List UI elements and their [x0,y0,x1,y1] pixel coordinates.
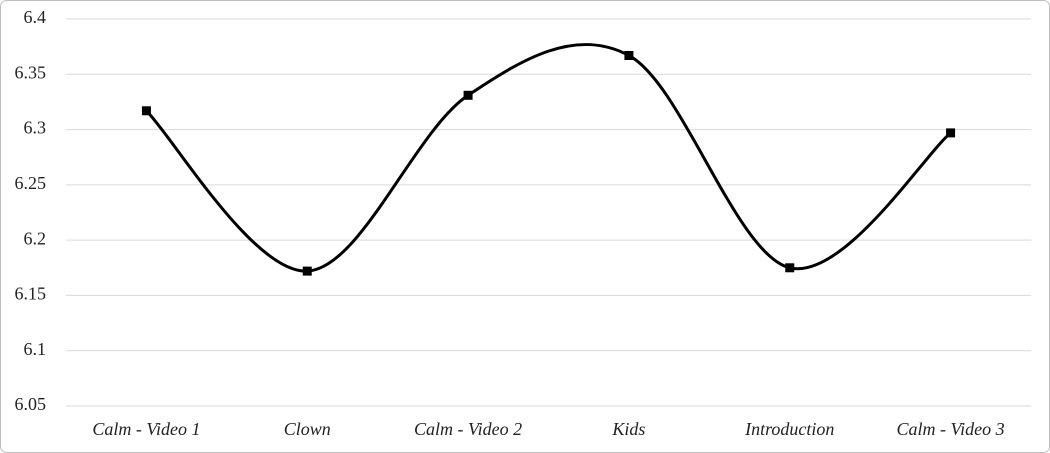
x-tick-label: Calm - Video 1 [92,419,200,439]
marker [946,128,956,138]
marker [141,106,151,116]
marker [624,50,634,60]
y-tick-label: 6.3 [24,118,47,138]
x-tick-label: Calm - Video 2 [414,419,522,439]
y-tick-label: 6.25 [15,173,47,193]
y-tick-label: 6.2 [24,228,47,248]
x-tick-label: Introduction [744,419,834,439]
y-tick-label: 6.1 [24,339,47,359]
marker [785,263,795,273]
line [145,43,952,273]
marker [302,266,312,276]
marker [463,90,473,100]
y-tick-label: 6.05 [15,394,47,414]
y-tick-label: 6.35 [15,62,47,82]
y-tick-label: 6.15 [15,284,47,304]
y-tick-label: 6.4 [24,7,47,27]
x-tick-label: Kids [611,419,645,439]
x-tick-label: Clown [284,419,331,439]
x-tick-label: Calm - Video 3 [897,419,1005,439]
